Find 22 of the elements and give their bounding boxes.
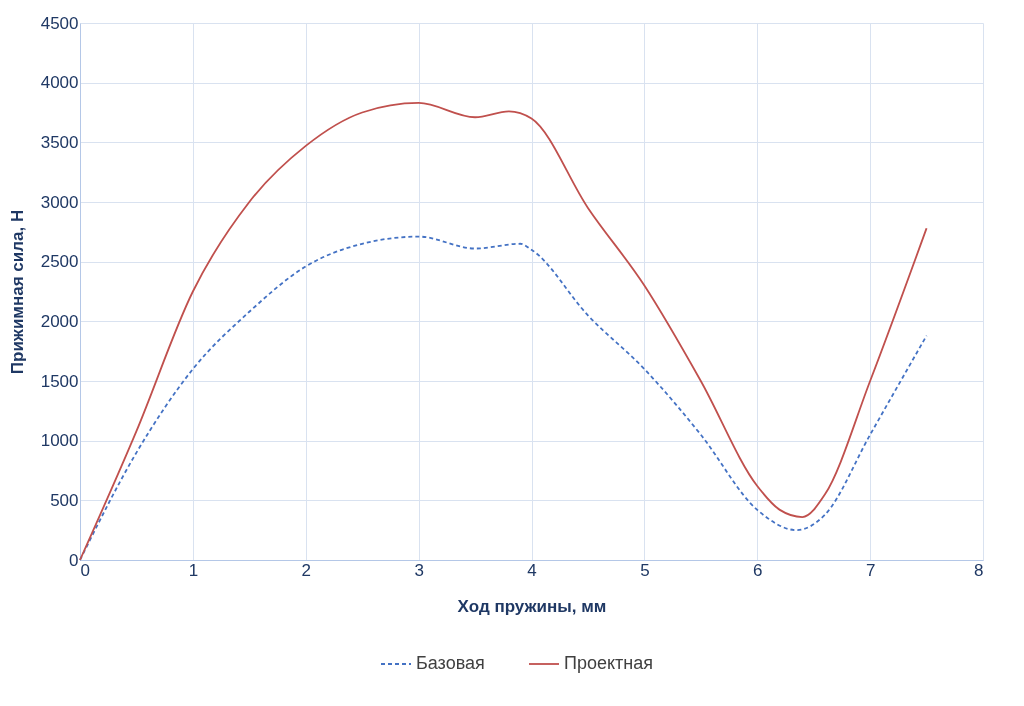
y-tick-label: 3000 <box>40 192 79 212</box>
y-tick-label: 1500 <box>40 371 79 391</box>
x-tick-label: 4 <box>527 560 537 580</box>
legend-label: Проектная <box>564 653 653 673</box>
x-tick-label: 1 <box>188 560 199 580</box>
y-tick-label: 4500 <box>40 13 79 33</box>
x-tick-label: 3 <box>414 560 424 580</box>
x-axis-title: Ход пружины, мм <box>457 596 607 616</box>
x-tick-label: 6 <box>753 560 763 580</box>
y-tick-label: 2500 <box>40 252 79 272</box>
legend-label: Базовая <box>416 653 485 673</box>
x-tick-label: 7 <box>865 560 876 580</box>
y-tick-label: 3500 <box>40 132 79 152</box>
x-tick-label: 5 <box>640 560 650 580</box>
y-tick-label: 2000 <box>40 311 79 331</box>
line-series <box>79 102 928 561</box>
y-axis-title: Прижимная сила, Н <box>7 209 27 375</box>
y-tick-label: 4000 <box>40 73 79 93</box>
y-tick-label: 1000 <box>40 431 79 451</box>
y-tick-label: 500 <box>50 490 79 510</box>
x-tick-label: 2 <box>301 560 311 580</box>
x-tick-label: 8 <box>974 560 984 580</box>
